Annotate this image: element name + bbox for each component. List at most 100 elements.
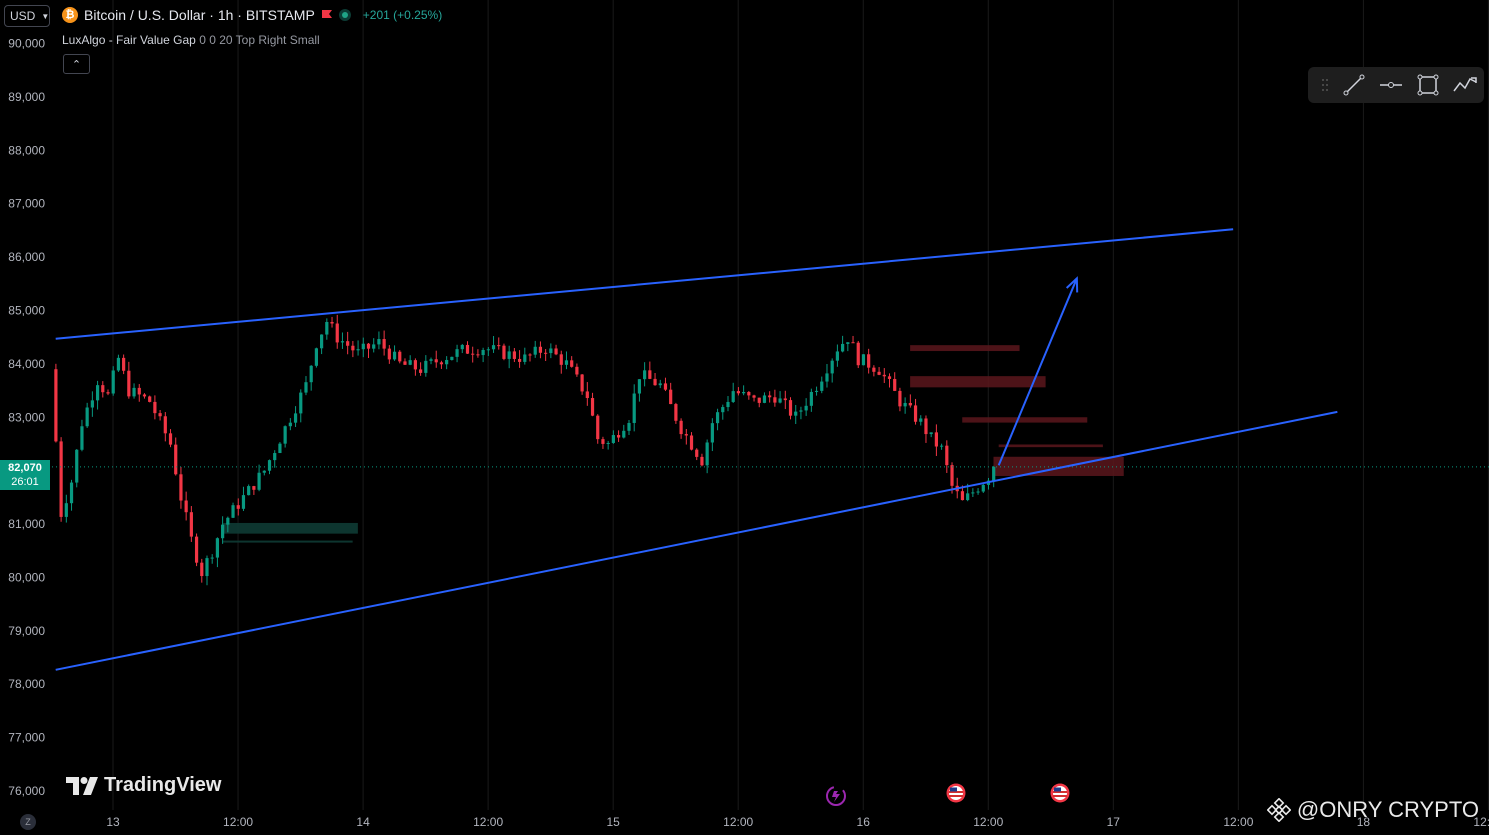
symbol-header[interactable]: ₿ Bitcoin / U.S. Dollar · 1h · BITSTAMP … bbox=[62, 7, 442, 23]
bullish-candle bbox=[658, 383, 662, 386]
tradingview-logo[interactable]: TradingView bbox=[66, 774, 221, 797]
bullish-candle bbox=[460, 344, 464, 350]
price-axis-label: 87,000 bbox=[8, 197, 45, 211]
time-axis-label: 12:00 bbox=[973, 815, 1003, 829]
bullish-candle bbox=[919, 418, 923, 422]
bullish-candle bbox=[340, 341, 345, 343]
drawing-toolbar bbox=[1308, 67, 1484, 103]
currency-selector[interactable]: USD ▼ bbox=[4, 5, 50, 27]
chevron-down-icon: ▼ bbox=[41, 11, 50, 21]
drag-handle-icon[interactable] bbox=[1314, 67, 1336, 103]
bullish-candle bbox=[267, 460, 272, 471]
bullish-candle bbox=[304, 382, 308, 393]
bearish-candle bbox=[669, 389, 673, 405]
bullish-candle bbox=[710, 423, 714, 443]
bullish-candle bbox=[293, 413, 298, 423]
bullish-candle bbox=[971, 492, 975, 494]
bearish-candle bbox=[663, 383, 668, 390]
indicator-legend[interactable]: LuxAlgo - Fair Value Gap 0 0 20 Top Righ… bbox=[62, 33, 320, 47]
bullish-fvg-zone bbox=[222, 522, 358, 534]
bullish-candle bbox=[929, 432, 933, 435]
us-economic-event-icon[interactable] bbox=[1050, 783, 1070, 803]
last-price: 82,070 bbox=[8, 462, 42, 474]
bullish-candle bbox=[814, 390, 819, 392]
bullish-candle bbox=[215, 538, 220, 558]
bearish-candle bbox=[439, 362, 444, 365]
bullish-candle bbox=[940, 445, 944, 447]
time-axis-label: 12:00 bbox=[223, 815, 253, 829]
timezone-badge[interactable]: Z bbox=[20, 814, 36, 830]
price-axis: 90,000 89,000 88,000 87,000 86,000 85,000 84,0… bbox=[8, 37, 45, 799]
bearish-candle bbox=[398, 351, 402, 362]
bullish-candle bbox=[721, 407, 725, 413]
bullish-candle bbox=[116, 357, 121, 371]
bearish-candle bbox=[158, 413, 162, 417]
bearish-candle bbox=[512, 351, 516, 359]
bullish-candle bbox=[549, 348, 553, 354]
bullish-candle bbox=[85, 407, 89, 427]
bearish-candle bbox=[122, 357, 126, 371]
bearish-candle bbox=[554, 348, 558, 355]
price-axis-label: 78,000 bbox=[8, 677, 45, 691]
bullish-candle bbox=[643, 370, 647, 380]
bearish-candle bbox=[752, 395, 756, 398]
us-economic-event-icon[interactable] bbox=[946, 783, 966, 803]
bullish-candle bbox=[429, 359, 433, 361]
bullish-candle bbox=[762, 395, 767, 403]
bearish-candle bbox=[346, 341, 350, 346]
price-axis-label: 90,000 bbox=[8, 37, 45, 51]
horizontal-ray-icon[interactable] bbox=[1373, 67, 1410, 103]
path-icon[interactable] bbox=[1447, 67, 1484, 103]
bearish-candle bbox=[252, 486, 256, 490]
time-axis-label: 18 bbox=[1357, 815, 1371, 829]
collapse-legend-button[interactable]: ⌃ bbox=[63, 54, 90, 74]
bitcoin-icon: ₿ bbox=[62, 7, 78, 23]
bearish-candle bbox=[856, 342, 860, 366]
time-axis-label: 13 bbox=[106, 815, 120, 829]
time-axis-label: 14 bbox=[356, 815, 370, 829]
flag-icon[interactable] bbox=[321, 9, 333, 21]
bearish-candle bbox=[580, 374, 584, 392]
price-axis-label: 88,000 bbox=[8, 143, 45, 157]
bullish-candle bbox=[262, 470, 266, 473]
bullish-candle bbox=[507, 351, 511, 359]
dividend-event-icon[interactable] bbox=[822, 784, 850, 808]
bearish-candle bbox=[413, 360, 417, 370]
rectangle-icon[interactable] bbox=[1410, 67, 1447, 103]
indicator-name: LuxAlgo - Fair Value Gap bbox=[62, 33, 196, 47]
bearish-fvg-zone bbox=[998, 444, 1103, 448]
bearish-candle bbox=[528, 354, 532, 356]
bearish-candle bbox=[387, 348, 391, 360]
bullish-candle bbox=[731, 391, 735, 402]
bearish-candle bbox=[648, 370, 652, 379]
bullish-candle bbox=[705, 442, 709, 466]
bullish-candle bbox=[820, 381, 824, 391]
indicator-params: 0 0 20 Top Right Small bbox=[199, 33, 320, 47]
bullish-candle bbox=[424, 360, 428, 373]
trend-line-icon[interactable] bbox=[1336, 67, 1373, 103]
bullish-candle bbox=[314, 348, 318, 366]
bullish-candle bbox=[622, 430, 626, 438]
bearish-candle bbox=[538, 346, 543, 353]
bearish-fvg-zone bbox=[962, 417, 1088, 423]
bullish-candle bbox=[742, 392, 746, 394]
bullish-candle bbox=[841, 343, 845, 352]
bearish-candle bbox=[471, 353, 475, 355]
bullish-candle bbox=[247, 486, 251, 496]
bearish-candle bbox=[382, 339, 386, 349]
arrow-head bbox=[1065, 276, 1079, 293]
bullish-candle bbox=[715, 412, 720, 424]
bearish-candle bbox=[695, 449, 699, 457]
bearish-candle bbox=[351, 345, 355, 351]
bullish-candle bbox=[408, 360, 412, 365]
price-axis-label: 77,000 bbox=[8, 731, 45, 745]
bearish-candle bbox=[768, 395, 772, 398]
bearish-candle bbox=[59, 441, 63, 517]
bullish-candle bbox=[804, 405, 808, 411]
bearish-fvg-zone bbox=[910, 345, 1020, 352]
bullish-candle bbox=[455, 349, 459, 357]
bullish-candle bbox=[799, 410, 803, 412]
bearish-candle bbox=[747, 392, 751, 396]
bullish-candle bbox=[210, 557, 214, 559]
